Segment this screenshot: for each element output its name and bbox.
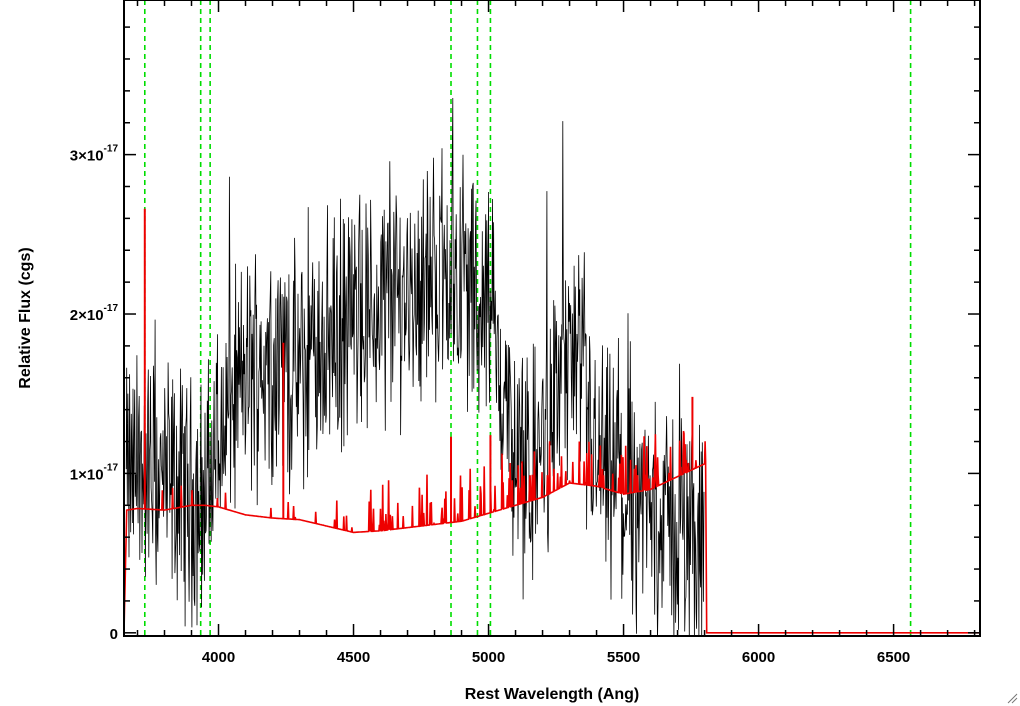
series-layer <box>124 97 980 636</box>
y-tick-label: 0 <box>110 626 118 643</box>
y-tick-label: 1×10-17 <box>70 462 119 483</box>
resize-grip-icon[interactable] <box>1006 692 1018 704</box>
x-tick-label: 5000 <box>472 649 505 666</box>
y-axis-label: Relative Flux (cgs) <box>17 247 34 388</box>
x-tick-label: 5500 <box>607 649 640 666</box>
y-tick-label: 2×10-17 <box>70 303 119 324</box>
x-tick-label: 6500 <box>877 649 910 666</box>
x-tick-label: 6000 <box>742 649 775 666</box>
series-1-line <box>124 430 980 634</box>
x-tick-label: 4000 <box>202 649 235 666</box>
series-0-line <box>125 97 705 636</box>
x-axis-label: Rest Wavelength (Ang) <box>465 686 640 703</box>
x-tick-label: 4500 <box>337 649 370 666</box>
axes: 4000 4500 5000 5500 6000 6500 0 1×10-17 2×10-17 3… <box>70 0 981 666</box>
plot-frame <box>123 0 981 637</box>
emission-line-markers <box>143 0 912 636</box>
y-tick-label: 3×10-17 <box>70 144 119 165</box>
